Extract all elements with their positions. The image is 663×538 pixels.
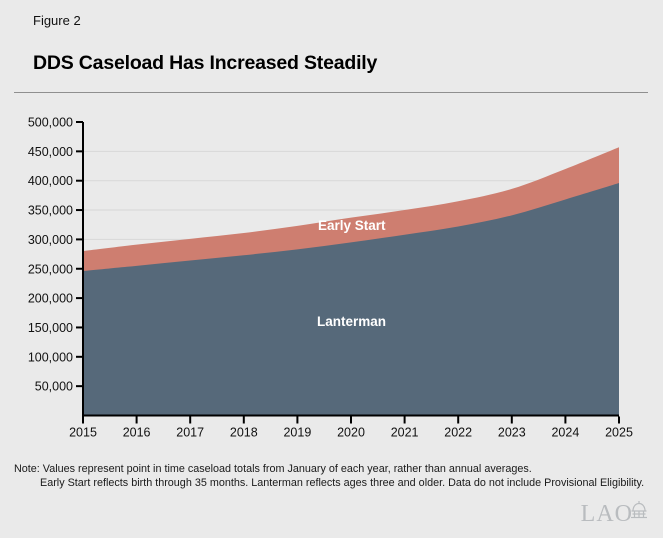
- figure-label: Figure 2: [33, 13, 81, 28]
- lao-logo-text: LAO: [580, 501, 633, 527]
- y-axis-tick-label: 500,000: [28, 116, 73, 130]
- x-axis-tick-label: 2015: [69, 426, 97, 440]
- y-axis-tick-label: 50,000: [35, 380, 73, 394]
- x-axis-tick-label: 2019: [283, 426, 311, 440]
- y-axis-tick-label: 400,000: [28, 174, 73, 188]
- x-axis-tick-label: 2023: [498, 426, 526, 440]
- stacked-area-chart-svg: 50,000 100,000 150,000 200,000 250,000 300,00…: [28, 116, 633, 440]
- y-axis-tick-label: 150,000: [28, 321, 73, 335]
- y-axis-tick-label: 250,000: [28, 262, 73, 276]
- y-axis-tick-label: 450,000: [28, 145, 73, 159]
- figure-note: Note: Values represent point in time cas…: [14, 462, 654, 490]
- early-start-series-label: Early Start: [318, 218, 386, 233]
- x-axis-tick-label: 2021: [391, 426, 419, 440]
- y-axis-tick-label: 350,000: [28, 204, 73, 218]
- y-axis-tick-label: 300,000: [28, 233, 73, 247]
- title-divider: [14, 92, 648, 93]
- y-axis-tick-label: 100,000: [28, 350, 73, 364]
- y-axis-tick-label: 200,000: [28, 292, 73, 306]
- x-axis-tick-label: 2022: [444, 426, 472, 440]
- caseload-area-chart: 50,000 100,000 150,000 200,000 250,000 300,00…: [0, 110, 663, 455]
- x-axis-tick-label: 2016: [123, 426, 151, 440]
- note-line-2: Early Start reflects birth through 35 mo…: [40, 477, 645, 489]
- x-axis-tick-label: 2017: [176, 426, 204, 440]
- x-axis-tick-label: 2018: [230, 426, 258, 440]
- x-axis-tick-label: 2025: [605, 426, 633, 440]
- x-axis-tick-label: 2024: [551, 426, 579, 440]
- note-line-1: Note: Values represent point in time cas…: [14, 463, 532, 475]
- lanterman-area: [83, 183, 619, 416]
- lao-logo: LAO: [581, 499, 649, 526]
- lanterman-series-label: Lanterman: [317, 314, 387, 329]
- x-axis-tick-label: 2020: [337, 426, 365, 440]
- capitol-dome-icon: [629, 499, 649, 526]
- figure-title: DDS Caseload Has Increased Steadily: [33, 52, 378, 74]
